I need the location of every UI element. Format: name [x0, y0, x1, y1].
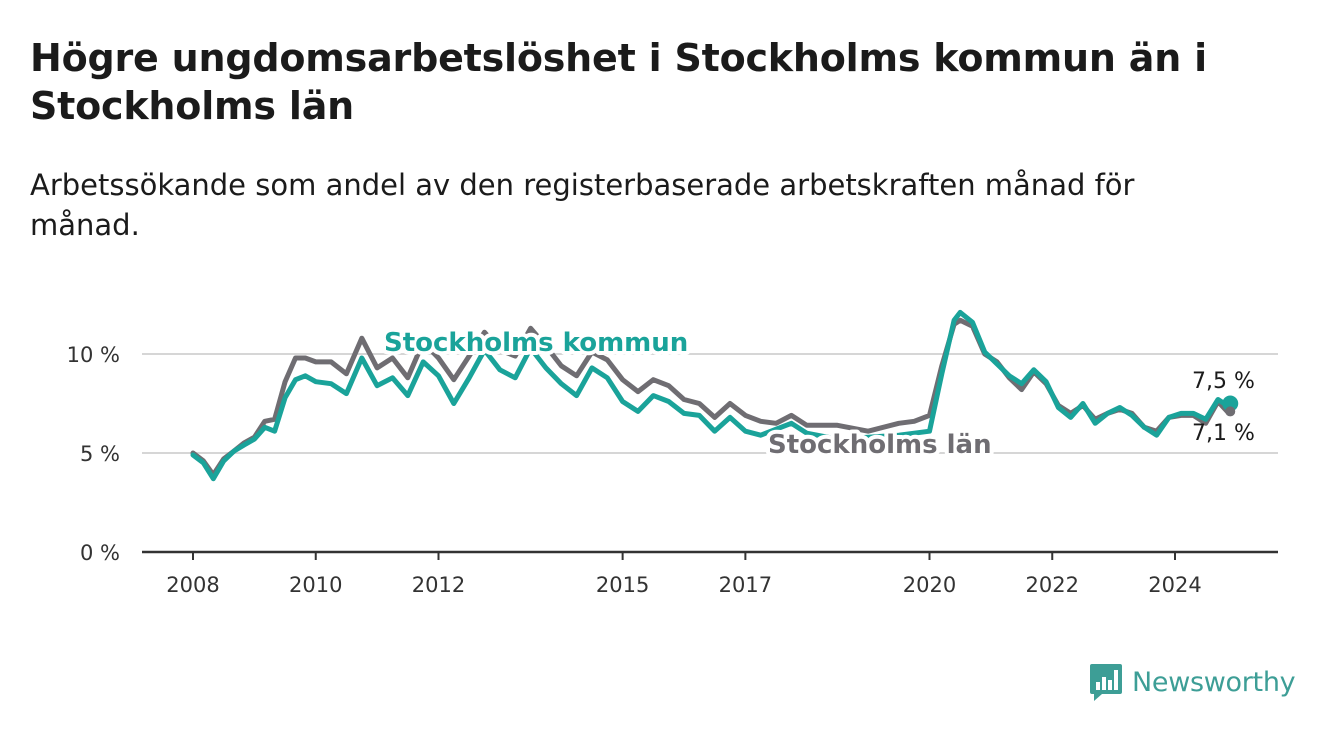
series-label-stockholms-lan-halo: Stockholms län [768, 430, 992, 460]
x-tick-label: 2024 [1148, 573, 1201, 597]
series-label-stockholms-lan-text: Stockholms län [768, 430, 992, 460]
x-tick-label: 2008 [166, 573, 219, 597]
x-tick-label: 2015 [596, 573, 649, 597]
x-tick-label: 2010 [289, 573, 342, 597]
end-value-stockholms-kommun: 7,5 % [1192, 369, 1255, 394]
y-axis-ticks: 0 % 5 % 10 % [67, 343, 120, 565]
y-tick-label: 0 % [80, 541, 120, 565]
series-label-stockholms-kommun-text: Stockholms kommun [384, 328, 688, 358]
end-value-stockholms-lan: 7,1 % [1192, 421, 1255, 446]
chart-title: Högre ungdomsarbetslöshet i Stockholms k… [30, 36, 1207, 128]
x-axis: 2008 2010 2012 2015 2017 2020 2022 2024 [142, 550, 1278, 597]
line-chart: 0 %5 %10 % 2008 2010 2012 2015 2017 2020 2022 2… [67, 309, 1278, 597]
y-tick-label: 5 % [80, 442, 120, 466]
newsworthy-logo: Newsworthy [1088, 660, 1296, 704]
gridlines [142, 353, 1278, 454]
chart-subtitle: Arbetssökande som andel av den registerb… [30, 168, 1135, 242]
x-tick-label: 2020 [903, 573, 956, 597]
end-marker-stockholms-kommun [1222, 395, 1239, 412]
series-line-stockholms-kommun [190, 309, 1233, 482]
series-lines [190, 309, 1239, 482]
series-label-stockholms-kommun-halo: Stockholms kommun [384, 328, 688, 358]
newsworthy-brand-name: Newsworthy [1132, 666, 1296, 698]
series-line-stockholms-lan [190, 317, 1233, 478]
newsworthy-logo-icon [1090, 664, 1122, 701]
end-marker-stockholms-lan [1225, 406, 1236, 417]
x-tick-label: 2012 [412, 573, 465, 597]
x-tick-label: 2022 [1026, 573, 1079, 597]
y-tick-label: 10 % [67, 343, 120, 367]
x-tick-label: 2017 [719, 573, 772, 597]
